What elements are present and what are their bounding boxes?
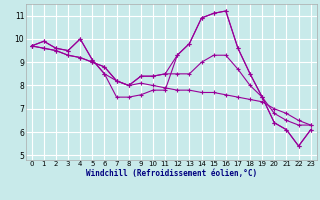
X-axis label: Windchill (Refroidissement éolien,°C): Windchill (Refroidissement éolien,°C): [86, 169, 257, 178]
